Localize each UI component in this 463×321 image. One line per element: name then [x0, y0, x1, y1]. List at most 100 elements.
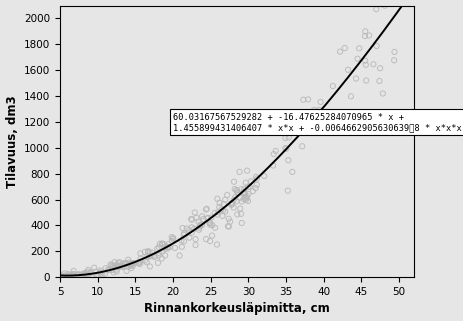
Point [219, 202, 227, 207]
Point [252, 174, 259, 179]
Point [232, 188, 239, 193]
Point [206, 239, 213, 244]
Point [213, 196, 220, 201]
Point [129, 263, 136, 268]
Point [233, 188, 240, 193]
Point [146, 264, 153, 269]
Point [128, 261, 136, 266]
Point [299, 126, 307, 131]
Point [241, 195, 249, 200]
Point [223, 192, 231, 197]
Point [158, 249, 166, 254]
Point [269, 152, 277, 157]
Point [146, 254, 153, 259]
Point [242, 197, 249, 202]
Point [227, 202, 235, 207]
Point [96, 268, 104, 273]
Point [195, 224, 203, 229]
Point [311, 127, 318, 132]
Point [178, 244, 185, 249]
Point [113, 262, 120, 267]
Point [77, 272, 84, 277]
Point [215, 200, 223, 205]
Point [97, 270, 104, 275]
Point [361, 58, 368, 63]
Point [58, 273, 65, 279]
Point [191, 210, 198, 215]
Point [121, 262, 128, 267]
Point [204, 215, 211, 221]
Point [191, 237, 199, 242]
Point [247, 179, 254, 184]
Point [148, 253, 155, 258]
Point [98, 272, 106, 277]
Point [389, 58, 397, 63]
Point [123, 268, 130, 273]
Point [269, 163, 276, 168]
Point [146, 250, 153, 256]
Point [125, 260, 132, 265]
Point [64, 273, 71, 279]
Point [232, 199, 239, 204]
Point [82, 274, 89, 279]
Point [313, 121, 321, 126]
Point [390, 49, 397, 55]
Point [237, 211, 244, 216]
Point [251, 186, 259, 191]
Point [128, 261, 135, 266]
Point [240, 187, 248, 192]
Point [109, 263, 117, 268]
Point [249, 188, 256, 194]
Point [81, 271, 88, 276]
Point [361, 62, 369, 67]
Point [124, 257, 131, 262]
Point [202, 237, 209, 242]
Point [188, 230, 195, 235]
Point [281, 135, 288, 141]
Point [63, 274, 71, 279]
Point [164, 242, 172, 247]
Point [59, 273, 67, 278]
Point [185, 228, 193, 233]
Point [284, 135, 292, 140]
Point [141, 249, 148, 255]
Point [75, 272, 82, 277]
Point [230, 197, 237, 203]
Point [169, 236, 176, 241]
Point [361, 29, 368, 34]
Point [70, 272, 78, 277]
Point [81, 272, 88, 277]
Point [123, 261, 130, 266]
Point [206, 222, 213, 227]
Point [177, 238, 185, 243]
Point [127, 262, 134, 267]
Point [93, 273, 100, 278]
Point [298, 144, 305, 149]
Point [336, 49, 343, 54]
Point [126, 263, 133, 268]
Y-axis label: Tilavuus, dm3: Tilavuus, dm3 [6, 95, 19, 188]
Point [106, 262, 114, 267]
Point [114, 265, 122, 270]
Point [205, 221, 213, 226]
Point [333, 126, 340, 131]
Point [233, 190, 241, 195]
Point [203, 216, 211, 221]
Point [206, 220, 213, 225]
Point [233, 212, 240, 217]
Point [105, 267, 112, 272]
Point [360, 33, 368, 39]
Point [117, 263, 124, 268]
Point [244, 184, 251, 189]
Point [195, 225, 203, 230]
Point [284, 158, 291, 163]
Point [224, 224, 232, 229]
Point [171, 245, 178, 250]
Point [188, 217, 195, 222]
Point [185, 235, 193, 240]
Point [300, 112, 307, 117]
Point [74, 273, 81, 278]
Point [328, 83, 336, 89]
Point [69, 271, 77, 276]
Point [86, 271, 94, 276]
